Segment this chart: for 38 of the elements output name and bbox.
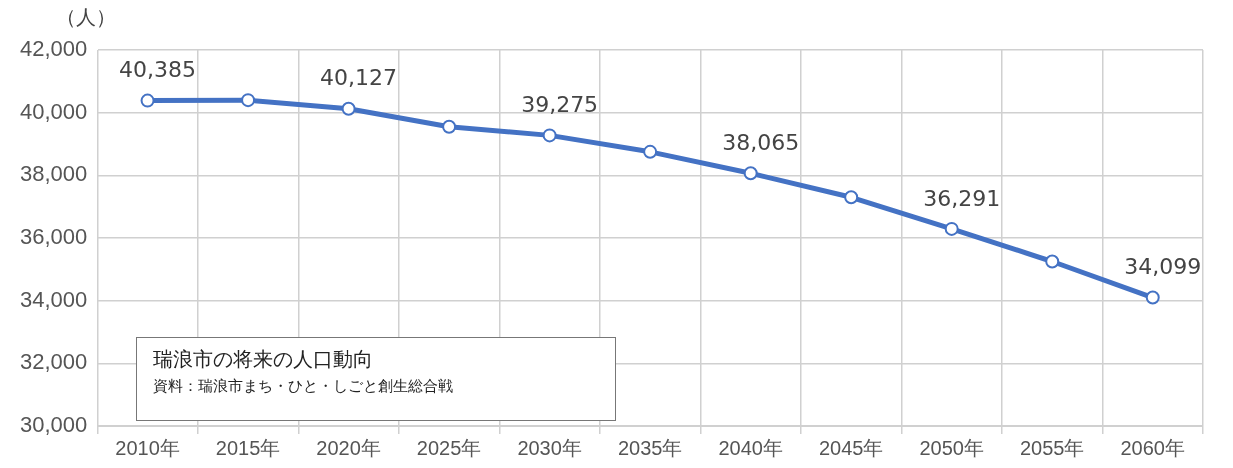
y-tick-label: 34,000 [19, 286, 88, 312]
point [1145, 290, 1160, 305]
point [241, 93, 256, 108]
x-tick-label: 2025年 [416, 436, 482, 459]
x-tick-label: 2030年 [517, 436, 582, 459]
x-tick-label: 2050年 [919, 436, 984, 459]
point [140, 93, 155, 108]
annotation: 資料：瑞浪市まち・ひと・しごと創生総合戦 [153, 377, 454, 396]
y-tick-label: 30,000 [19, 412, 88, 438]
y-tick-label: 32,000 [19, 349, 88, 375]
y-tick-label: 42,000 [19, 36, 88, 62]
x-tick-label: 2055年 [1019, 436, 1085, 459]
point [743, 166, 758, 181]
caption-box: 瑞浪市の将来の人口動向 資料：瑞浪市まち・ひと・しごと創生総合戦 [136, 337, 616, 421]
x-tick-label: 2045年 [818, 436, 884, 459]
x-tick-label: 2020年 [316, 436, 381, 459]
point [844, 190, 859, 205]
point [542, 128, 557, 143]
point [1045, 254, 1060, 269]
x-tick-label: 2060年 [1120, 436, 1185, 459]
x-tick-label: 2035年 [617, 436, 683, 459]
point [442, 119, 457, 134]
data-label: 34,099 [1124, 254, 1202, 280]
data-label: 39,275 [521, 92, 599, 118]
y-tick-label: 40,000 [19, 98, 88, 124]
point [643, 144, 658, 159]
x-tick-label: 2040年 [718, 436, 783, 459]
point [944, 221, 959, 236]
data-label: 38,065 [722, 130, 800, 156]
y-axis-title: （人） [56, 4, 116, 31]
x-tick-label: 2010年 [115, 436, 180, 459]
y-tick-label: 36,000 [19, 224, 88, 250]
y-tick-label: 38,000 [19, 161, 88, 187]
point [341, 101, 356, 116]
x-tick-label: 2015年 [215, 436, 281, 459]
data-label: 40,385 [119, 57, 197, 83]
data-label: 36,291 [923, 185, 1001, 211]
data-label: 40,127 [320, 65, 398, 91]
